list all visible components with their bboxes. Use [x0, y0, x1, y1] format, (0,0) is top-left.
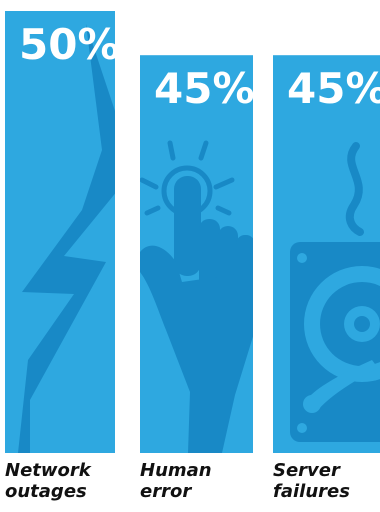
pointing-hand-icon [140, 140, 253, 453]
smoking-hard-drive-icon [290, 142, 380, 442]
bar-value-label: 45% [154, 64, 255, 113]
category-label: failures [273, 481, 350, 502]
category-label: outages [5, 481, 87, 502]
bar-value-label: 45% [287, 64, 380, 113]
category-label: Server [273, 460, 341, 481]
category-label: Network [5, 460, 92, 481]
category-label: Human [140, 460, 212, 481]
lightning-bolt-icon [18, 24, 115, 453]
bar-value-label: 50% [19, 20, 120, 69]
category-label: error [140, 481, 192, 502]
